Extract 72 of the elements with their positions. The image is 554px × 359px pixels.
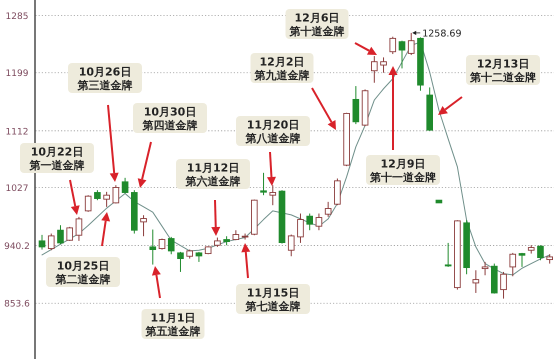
annotation: 第二道金牌 [54, 273, 110, 286]
y-tick-label: 1112 [6, 127, 28, 138]
candlestick [537, 244, 544, 261]
annotation: 第七道金牌 [244, 300, 300, 313]
candlestick [76, 216, 82, 242]
candlestick [103, 191, 110, 208]
candlestick [334, 178, 341, 206]
candlestick [48, 233, 55, 251]
high-note: 1258.69 [412, 28, 462, 40]
candlestick [260, 172, 267, 196]
annotation: 10月22日 [30, 146, 84, 158]
y-tick-label: 1285 [6, 12, 28, 22]
candlestick [57, 224, 64, 245]
candlestick [223, 236, 230, 246]
annotation: 11月15日 [246, 286, 300, 300]
annotation: 第一道金牌 [28, 159, 84, 172]
candlestick [352, 86, 360, 125]
annotation: 第九道金牌 [254, 69, 310, 82]
candlestick [472, 270, 480, 294]
annotation: 10月30日 [144, 106, 196, 118]
candlestick [84, 194, 92, 212]
annotation: 第五道金牌 [144, 325, 200, 338]
candlestick [389, 36, 396, 55]
y-tick-label: 853.6 [4, 300, 30, 310]
candlestick [66, 226, 74, 242]
candlestick [546, 254, 553, 264]
candlestick [122, 177, 128, 194]
annotation: 11月12日 [186, 162, 240, 174]
y-tick-label: 940.2 [4, 242, 30, 252]
candlestick [380, 56, 387, 74]
annotation: 第八道金牌 [244, 132, 300, 145]
annotation: 第六道金牌 [184, 175, 240, 188]
candlestick [398, 40, 406, 69]
annotation: 12月9日 [380, 158, 426, 170]
annotation: 10月26日 [78, 66, 132, 78]
candlestick [38, 234, 46, 250]
candlestick [509, 252, 516, 277]
candlestick [94, 190, 101, 201]
annotation: 12月2日 [260, 56, 304, 68]
annotation: 第四道金牌 [142, 119, 198, 132]
annotation: 第三道金牌 [76, 79, 132, 92]
candlestick [186, 249, 194, 260]
candlestick [288, 234, 295, 257]
candlestick [158, 238, 166, 250]
annotation: 10月25日 [56, 260, 110, 272]
annotation: 11月20日 [246, 118, 300, 132]
candlestick [112, 184, 120, 204]
candlestick [168, 236, 175, 255]
candlestick [214, 237, 221, 248]
candlestick [408, 32, 415, 56]
candlestick [297, 213, 304, 244]
candlestick [500, 271, 507, 300]
annotation: 11月1日 [150, 312, 196, 324]
candlestick [306, 213, 314, 231]
candlestick [482, 261, 488, 276]
annotation: 第十一道金牌 [369, 171, 436, 184]
candlestick [518, 252, 526, 268]
candlestick [177, 251, 184, 272]
annotation: 第十二道金牌 [469, 71, 536, 84]
y-tick-label: 1027 [6, 184, 28, 194]
candlestick [316, 213, 322, 231]
annotation: 12月6日 [294, 12, 340, 24]
annotation: 12月13日 [476, 58, 530, 70]
annotation: 第十道金牌 [288, 25, 344, 38]
candlestick [149, 229, 156, 266]
candlestick [196, 251, 202, 262]
y-tick-label: 1199 [6, 69, 29, 80]
candlestick [324, 201, 332, 218]
candlestick [444, 242, 452, 268]
candlestick [370, 56, 378, 84]
annotation: 1258.69 [422, 28, 462, 40]
candlestick [140, 214, 147, 237]
